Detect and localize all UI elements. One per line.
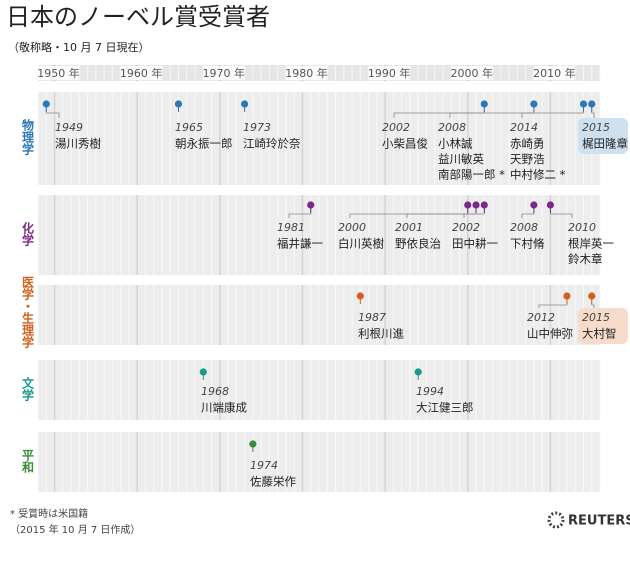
laureate-name: 湯川秀樹	[55, 137, 101, 151]
row-label: 化学	[21, 221, 35, 247]
x-tick-label-bg	[38, 66, 79, 80]
laureate-name: 根岸英一	[568, 237, 614, 251]
row-label: 物理学	[21, 118, 35, 156]
pin	[356, 292, 364, 300]
pin	[530, 201, 538, 209]
x-tick-label: 1960 年	[120, 66, 163, 80]
pin	[199, 368, 207, 376]
pin	[546, 201, 555, 209]
x-tick-label: 1990 年	[368, 66, 411, 80]
pin	[480, 201, 488, 209]
pin	[307, 201, 315, 209]
laureate-name: 梶田隆章	[582, 137, 628, 151]
laureate-name: 鈴木章	[568, 252, 603, 266]
year-label: 2002	[452, 221, 480, 234]
x-tick-label-bg	[286, 66, 327, 80]
laureate-name: 朝永振一郎	[175, 137, 233, 151]
source: REUTERS	[568, 514, 630, 529]
logo-mark	[547, 511, 565, 529]
year-label: 1981	[277, 221, 305, 234]
laureate-name: 江崎玲於奈	[243, 137, 301, 151]
x-tick-label: 1950 年	[37, 66, 80, 80]
laureate-name: 小柴昌俊	[382, 137, 428, 151]
laureate-name: 福井謙一	[277, 237, 323, 251]
x-tick-label-bg	[534, 66, 575, 80]
pin	[563, 292, 571, 300]
year-label: 2008	[510, 221, 538, 234]
reuters-logo: REUTERS	[547, 511, 630, 529]
row-label: 文学	[21, 376, 35, 402]
laureate-name: 野依良治	[395, 237, 441, 251]
x-tick-label-bg	[451, 66, 492, 80]
year-label: 1994	[416, 385, 444, 398]
footnote: * 受賞時は米国籍	[10, 507, 88, 520]
year-label: 1987	[358, 311, 386, 324]
pin	[241, 100, 249, 108]
year-label: 1968	[201, 385, 229, 398]
pin	[472, 201, 480, 209]
year-label: 2014	[510, 121, 538, 134]
footnote: （2015 年 10 月 7 日作成）	[10, 523, 140, 536]
laureate-name: 益川敏英	[438, 152, 484, 166]
highlight-box	[578, 308, 628, 344]
pin	[249, 440, 257, 448]
laureate-name: 赤崎勇	[510, 137, 545, 151]
x-tick-label-bg	[121, 66, 162, 80]
laureate-name: 南部陽一郎 *	[438, 168, 505, 182]
pin	[588, 100, 596, 108]
pin	[42, 100, 50, 108]
laureate-name: 佐藤栄作	[250, 475, 296, 489]
laureate-name: 天野浩	[510, 152, 545, 166]
laureate-name: 大江健三郎	[416, 401, 474, 415]
laureate-name: 山中伸弥	[527, 327, 573, 341]
laureate-name: 大村智	[582, 327, 617, 341]
year-label: 2012	[527, 311, 555, 324]
year-label: 2001	[395, 221, 423, 234]
x-tick-label: 2010 年	[533, 66, 576, 80]
x-tick-label-bg	[369, 66, 410, 80]
pin	[480, 100, 488, 108]
year-label: 1949	[55, 121, 83, 134]
year-label: 2010	[568, 221, 596, 234]
x-tick-label-bg	[203, 66, 244, 80]
x-tick-label: 1980 年	[285, 66, 328, 80]
pin	[464, 201, 472, 209]
year-label: 2002	[382, 121, 410, 134]
pin	[530, 100, 538, 108]
year-label: 1965	[175, 121, 203, 134]
pin	[414, 368, 422, 376]
chart-subtitle: （敬称略・10 月 7 日現在）	[8, 40, 150, 54]
pin	[174, 100, 183, 108]
laureate-name: 川端康成	[201, 401, 247, 415]
x-tick-label: 1970 年	[203, 66, 246, 80]
highlight-box	[578, 118, 628, 154]
year-label: 2015	[582, 121, 610, 134]
year-label: 2008	[438, 121, 466, 134]
laureate-name: 下村脩	[510, 237, 545, 251]
laureate-name: 白川英樹	[338, 237, 384, 251]
laureate-name: 小林誠	[438, 137, 473, 151]
row-label: 医学・生理学	[21, 276, 35, 349]
year-label: 2000	[338, 221, 366, 234]
pin	[588, 292, 596, 300]
pin	[579, 100, 588, 108]
x-tick-label: 2000 年	[451, 66, 494, 80]
year-label: 2015	[582, 311, 610, 324]
row-label: 平和	[21, 449, 35, 474]
laureate-name: 田中耕一	[452, 237, 498, 251]
year-label: 1973	[243, 121, 271, 134]
laureate-name: 中村修二 *	[510, 168, 566, 182]
chart-title: 日本のノーベル賞受賞者	[6, 3, 270, 31]
year-label: 1974	[250, 459, 278, 472]
laureate-name: 利根川進	[358, 327, 404, 341]
